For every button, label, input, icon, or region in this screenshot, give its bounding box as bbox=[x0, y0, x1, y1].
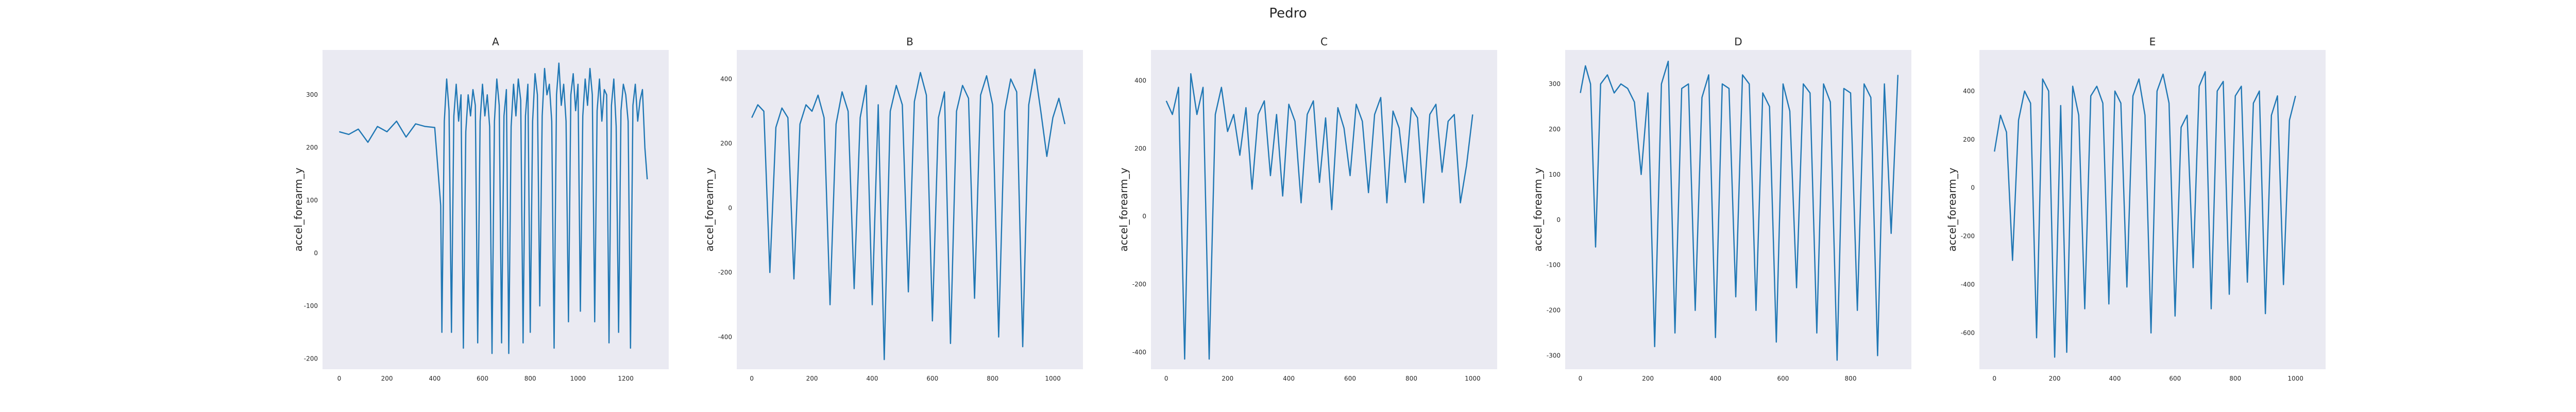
panel-b-y-tick-label: -200 bbox=[718, 269, 732, 276]
panel-d-ylabel: accel_forearm_y bbox=[1532, 167, 1544, 251]
panel-e-x-tick-label: 800 bbox=[2229, 375, 2241, 382]
panel-e-x-tick-label: 0 bbox=[1992, 375, 1996, 382]
panel-a-x-tick-label: 1200 bbox=[618, 375, 634, 382]
panel-c-y-tick-label: 200 bbox=[1134, 145, 1146, 152]
panel-e-axes bbox=[1979, 50, 2326, 369]
panel-a-y-tick-label: -200 bbox=[304, 355, 318, 363]
panel-a-marks: 0 200 400 600 800 1000 1200 -200 -100 0 100 200 300 bbox=[304, 62, 648, 382]
panel-e: E accel_forearm_y 0 200 400 600 800 1000 -600 -… bbox=[1946, 36, 2326, 382]
panel-e-y-tick-label: -600 bbox=[1961, 330, 1975, 337]
panel-b-marks: 0 200 400 600 800 1000 -400 -200 0 200 400 bbox=[718, 68, 1066, 382]
panel-b-ylabel: accel_forearm_y bbox=[703, 167, 716, 251]
panel-d-y-tick-label: -200 bbox=[1547, 307, 1561, 314]
panel-a-title: A bbox=[492, 36, 499, 48]
panel-d-y-tick-label: -300 bbox=[1547, 352, 1561, 359]
panel-d-x-tick-label: 800 bbox=[1845, 375, 1857, 382]
panel-e-marks: 0 200 400 600 800 1000 -600 -400 -200 0 200 400 bbox=[1961, 71, 2303, 382]
panel-c-ylabel: accel_forearm_y bbox=[1117, 167, 1130, 251]
panel-b-x-tick-label: 800 bbox=[987, 375, 998, 382]
panel-d-title: D bbox=[1734, 36, 1742, 48]
panel-b-x-tick-label: 1000 bbox=[1045, 375, 1061, 382]
panel-a-y-tick-label: 300 bbox=[306, 91, 318, 98]
panel-c-series-line bbox=[1165, 73, 1473, 360]
panel-a-x-tick-label: 400 bbox=[429, 375, 440, 382]
panel-a-y-tick-label: 0 bbox=[314, 250, 318, 257]
panel-d-y-tick-label: 100 bbox=[1549, 171, 1561, 178]
panel-e-x-tick-label: 1000 bbox=[2287, 375, 2303, 382]
panel-b-y-tick-label: 200 bbox=[720, 140, 732, 147]
panel-a-series-line bbox=[339, 62, 648, 354]
panel-b-series-line bbox=[751, 68, 1066, 360]
panel-c-x-tick-label: 0 bbox=[1164, 375, 1168, 382]
panel-e-x-tick-label: 400 bbox=[2109, 375, 2121, 382]
panel-c-x-tick-label: 600 bbox=[1344, 375, 1356, 382]
panel-c-marks: 0 200 400 600 800 1000 -400 -200 0 200 400 bbox=[1132, 73, 1481, 382]
panel-b-y-tick-label: -400 bbox=[718, 333, 732, 340]
panel-a-x-tick-label: 1000 bbox=[570, 375, 586, 382]
panel-a-ylabel: accel_forearm_y bbox=[292, 167, 304, 251]
panel-c-y-tick-label: -200 bbox=[1132, 281, 1146, 288]
figure-title: Pedro bbox=[1269, 6, 1307, 21]
panel-e-y-tick-label: 400 bbox=[1963, 88, 1975, 95]
panel-d-x-tick-label: 200 bbox=[1642, 375, 1654, 382]
panel-c: C accel_forearm_y 0 200 400 600 800 1000 -400 -… bbox=[1117, 36, 1497, 382]
panel-a-y-tick-label: 100 bbox=[306, 197, 318, 204]
panel-e-title: E bbox=[2149, 36, 2156, 48]
panel-e-x-tick-label: 600 bbox=[2169, 375, 2181, 382]
panel-d-y-tick-label: 200 bbox=[1549, 126, 1561, 133]
panel-c-y-tick-label: -400 bbox=[1132, 349, 1146, 356]
panel-c-x-tick-label: 200 bbox=[1222, 375, 1233, 382]
panel-b-title: B bbox=[906, 36, 913, 48]
panel-d-x-tick-label: 600 bbox=[1777, 375, 1789, 382]
panel-b-x-tick-label: 200 bbox=[806, 375, 818, 382]
panel-b-x-tick-label: 400 bbox=[867, 375, 878, 382]
panel-d-y-tick-label: -100 bbox=[1547, 262, 1561, 269]
panel-a-x-tick-label: 800 bbox=[524, 375, 536, 382]
panel-d-y-tick-label: 0 bbox=[1556, 216, 1561, 224]
panel-e-y-tick-label: -400 bbox=[1961, 281, 1975, 288]
panel-b-axes bbox=[737, 50, 1083, 369]
panel-a-y-tick-label: -100 bbox=[304, 302, 318, 310]
panel-e-x-tick-label: 200 bbox=[2049, 375, 2061, 382]
panel-e-y-tick-label: -200 bbox=[1961, 233, 1975, 240]
panel-b-x-tick-label: 0 bbox=[750, 375, 754, 382]
panel-b: B accel_forearm_y 0 200 400 600 800 1000 -400 -… bbox=[703, 36, 1083, 382]
panel-c-x-tick-label: 800 bbox=[1405, 375, 1417, 382]
panel-c-x-tick-label: 400 bbox=[1283, 375, 1295, 382]
panel-e-series-line bbox=[1994, 71, 2296, 358]
panel-e-y-tick-label: 0 bbox=[1971, 184, 1975, 192]
panel-d-x-tick-label: 400 bbox=[1709, 375, 1721, 382]
panel-a-x-tick-label: 200 bbox=[381, 375, 393, 382]
panel-d-series-line bbox=[1580, 60, 1899, 361]
panel-b-y-tick-label: 400 bbox=[720, 75, 732, 82]
panel-a: A accel_forearm_y 0 200 400 600 800 1000 1200-… bbox=[292, 36, 669, 382]
panel-d: D accel_forearm_y 0 200 400 600 800 -300 -200 -… bbox=[1532, 36, 1911, 382]
panel-a-x-tick-label: 0 bbox=[337, 375, 342, 382]
panel-e-y-tick-label: 200 bbox=[1963, 136, 1975, 143]
panel-a-y-tick-label: 200 bbox=[306, 144, 318, 151]
panel-e-ylabel: accel_forearm_y bbox=[1946, 167, 1958, 251]
panel-c-title: C bbox=[1320, 36, 1328, 48]
panel-b-y-tick-label: 0 bbox=[728, 204, 732, 212]
panel-a-x-tick-label: 600 bbox=[477, 375, 488, 382]
panel-d-x-tick-label: 0 bbox=[1579, 375, 1583, 382]
panel-d-y-tick-label: 300 bbox=[1549, 80, 1561, 88]
panel-d-marks: 0 200 400 600 800 -300 -200 -100 0 100 200 300 bbox=[1547, 60, 1899, 382]
panel-c-y-tick-label: 0 bbox=[1142, 213, 1146, 220]
panel-c-x-tick-label: 1000 bbox=[1465, 375, 1481, 382]
panel-c-y-tick-label: 400 bbox=[1134, 77, 1146, 84]
panel-b-x-tick-label: 600 bbox=[926, 375, 938, 382]
